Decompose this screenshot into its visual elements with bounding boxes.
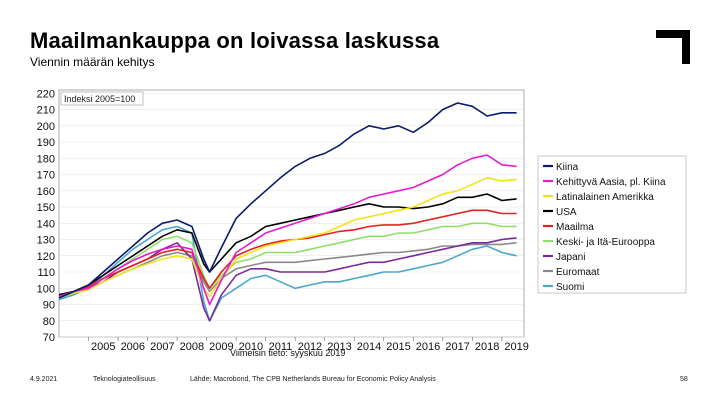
y-tick-label: 150 <box>37 202 55 214</box>
y-tick-label: 220 <box>37 88 55 100</box>
y-tick-label: 100 <box>37 283 55 295</box>
series-line <box>58 209 517 296</box>
legend-label: Maailma <box>556 222 594 233</box>
x-axis-ticks: 2005 2006 2007 2008 2009 2010 2011 2012 2013 2014… <box>88 337 529 353</box>
series-line <box>58 222 517 299</box>
footer-date: 4.9.2021 <box>30 376 58 383</box>
series-line <box>58 193 517 296</box>
page-title: Maailmankauppa on loivassa laskussa <box>30 28 440 53</box>
x-tick-label: 2014 <box>357 341 381 353</box>
x-tick-label: 2015 <box>386 341 410 353</box>
page-number: 58 <box>680 376 688 383</box>
y-tick-label: 80 <box>43 316 55 328</box>
y-tick-label: 130 <box>37 235 55 247</box>
series-line <box>58 154 517 306</box>
y-tick-label: 110 <box>37 267 55 279</box>
y-tick-label: 90 <box>43 300 55 312</box>
legend-box <box>537 155 687 294</box>
y-tick-label: 200 <box>37 121 55 133</box>
plot-frame <box>58 89 525 338</box>
page-subtitle: Viennin määrän kehitys <box>30 55 155 69</box>
y-tick-label: 210 <box>37 105 55 117</box>
x-tick-label: 2006 <box>121 341 145 353</box>
y-tick-label: 140 <box>37 218 55 230</box>
y-tick-label: 170 <box>37 170 55 182</box>
x-tick-label: 2009 <box>209 341 233 353</box>
series-line <box>58 177 517 298</box>
x-tick-label: 2016 <box>416 341 440 353</box>
x-tick-label: 2008 <box>180 341 204 353</box>
legend-label: Euromaat <box>556 267 600 278</box>
x-axis-note: Viimeisin tieto: syyskuu 2019 <box>230 348 345 358</box>
annotation-box <box>60 91 144 106</box>
x-tick-label: 2017 <box>445 341 469 353</box>
legend-label: Kehittyvä Aasia, pl. Kiina <box>556 177 666 188</box>
y-tick-label: 180 <box>37 153 55 165</box>
x-tick-label: 2005 <box>91 341 115 353</box>
x-tick-label: 2011 <box>269 341 293 353</box>
x-tick-label: 2007 <box>150 341 174 353</box>
y-tick-label: 160 <box>37 186 55 198</box>
series-line <box>58 102 517 299</box>
brand-logo-icon <box>656 30 690 64</box>
series-lines <box>58 102 517 322</box>
legend-label: Kiina <box>556 162 579 173</box>
chart-legend: Kiina Kehittyvä Aasia, pl. Kiina Latinalai… <box>537 155 687 294</box>
x-tick-label: 2012 <box>298 341 322 353</box>
series-line <box>58 225 517 322</box>
x-tick-label: 2013 <box>327 341 351 353</box>
x-tick-label: 2019 <box>504 341 528 353</box>
chart-annotation: Indeksi 2005=100 <box>64 94 135 104</box>
y-tick-label: 190 <box>37 137 55 149</box>
legend-label: Japani <box>556 252 585 263</box>
y-tick-label: 70 <box>43 332 55 344</box>
legend-label: Suomi <box>556 282 584 293</box>
x-tick-label: 2010 <box>239 341 263 353</box>
legend-label: USA <box>556 207 577 218</box>
footer-organization: Teknologiateollisuus <box>93 376 156 383</box>
legend-label: Keski- ja Itä-Eurooppa <box>556 237 655 248</box>
grid-lines <box>59 92 524 338</box>
footer-source: Lähde: Macrobond, The CPB Netherlands Bu… <box>190 376 436 383</box>
y-tick-label: 120 <box>37 251 55 263</box>
legend-label: Latinalainen Amerikka <box>556 192 654 203</box>
x-tick-label: 2018 <box>475 341 499 353</box>
y-axis-ticks: 70 80 90 100 110 120 130 140 150 160 170 180 190 200 2… <box>37 88 55 344</box>
